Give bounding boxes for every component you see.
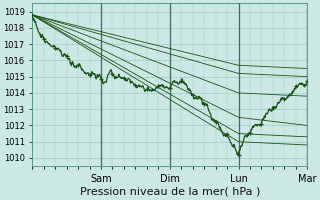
X-axis label: Pression niveau de la mer( hPa ): Pression niveau de la mer( hPa ) <box>80 187 260 197</box>
